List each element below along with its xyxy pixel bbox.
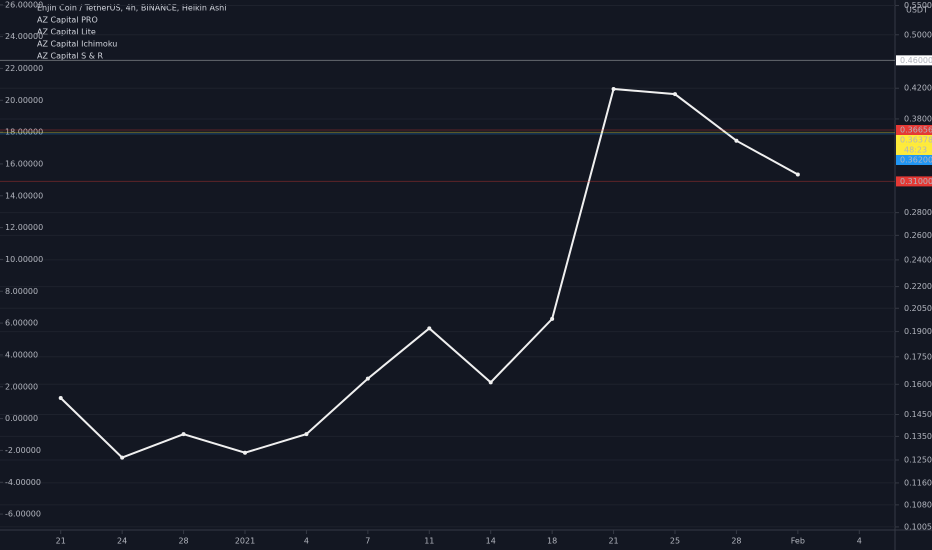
x-tick-label: 14 (486, 537, 496, 546)
price-point (181, 432, 186, 437)
currency-label[interactable]: USDT (906, 6, 928, 15)
y2-tick-label: 6.00000 (5, 319, 38, 328)
price-marker (896, 134, 932, 145)
price-point (488, 380, 493, 385)
price-marker-label: 0.36200 (900, 155, 932, 164)
indicator-legend: AZ Capital PRO (37, 16, 98, 25)
price-point (304, 432, 309, 437)
price-marker (896, 154, 932, 165)
price-marker-label: 0.46000 (900, 56, 932, 65)
indicator-legend: AZ Capital Lite (37, 28, 96, 37)
indicator-legend: AZ Capital Ichimoku (37, 40, 117, 49)
price-marker (896, 124, 932, 135)
x-tick-label: 21 (56, 537, 66, 546)
price-marker (896, 55, 932, 66)
y2-tick-label: 22.00000 (5, 64, 43, 73)
x-tick-label: 21 (608, 537, 618, 546)
y2-tick-label: 12.00000 (5, 223, 43, 232)
x-tick-label: 4 (857, 537, 862, 546)
price-marker (896, 176, 932, 187)
price-marker-label: 0.36378 (900, 135, 932, 144)
countdown: 48:23 (904, 145, 927, 154)
price-point (58, 396, 63, 401)
y2-tick-label: 16.00000 (5, 159, 43, 168)
x-tick-label: 2021 (235, 537, 255, 546)
x-tick-label: 24 (117, 537, 127, 546)
price-marker-label: 0.31000 (900, 177, 932, 186)
price-point (243, 450, 247, 455)
y2-tick-label: -4.00000 (5, 478, 41, 487)
x-tick-label: 25 (670, 537, 680, 546)
price-marker-label: 0.36656 (900, 125, 932, 134)
x-tick-label: 4 (304, 537, 309, 546)
y2-tick-label: 0.00000 (5, 414, 38, 423)
y2-tick-label: 2.00000 (5, 382, 38, 391)
x-tick-label: 28 (178, 537, 188, 546)
price-point (550, 316, 555, 321)
x-tick-label: 11 (424, 537, 434, 546)
y2-tick-label: 14.00000 (5, 191, 43, 200)
y2-tick-label: 8.00000 (5, 287, 38, 296)
y2-tick-label: 20.00000 (5, 96, 43, 105)
price-point (365, 376, 370, 381)
indicator-legend: AZ Capital S & R (37, 52, 103, 61)
x-tick-label: 7 (365, 537, 370, 546)
chart-title: Enjin Coin / TetherUS, 4h, BINANCE, Heik… (37, 4, 226, 13)
price-point (795, 172, 800, 177)
x-tick-label: 18 (547, 537, 557, 546)
x-tick-label: 28 (731, 537, 741, 546)
x-tick-label: Feb (791, 537, 805, 546)
price-point (734, 138, 739, 143)
y2-tick-label: -6.00000 (5, 510, 41, 519)
y-tick-label: 0.55000 (904, 1, 932, 10)
y2-tick-label: -2.00000 (5, 446, 41, 455)
price-point (673, 92, 677, 97)
countdown-box (896, 144, 932, 155)
y2-tick-label: 26.00000 (5, 0, 43, 9)
y2-tick-label: 10.00000 (5, 255, 43, 264)
y2-tick-label: 4.00000 (5, 350, 38, 359)
price-point (611, 86, 616, 91)
y2-tick-label: 24.00000 (5, 32, 43, 41)
price-point (120, 455, 125, 460)
y2-tick-label: 18.00000 (5, 128, 43, 137)
price-point (427, 326, 432, 331)
